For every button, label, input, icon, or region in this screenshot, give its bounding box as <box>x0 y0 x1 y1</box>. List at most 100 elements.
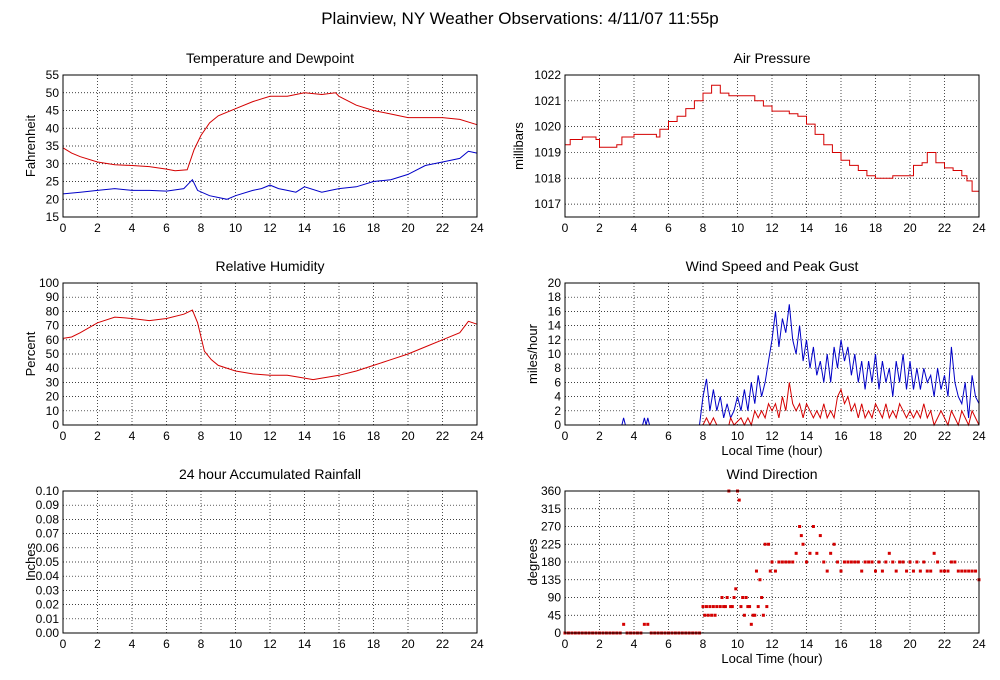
x-tick-label: 12 <box>263 429 277 443</box>
gridlines <box>63 283 477 425</box>
data-point <box>710 613 714 617</box>
y-tick-label: 8 <box>554 361 561 375</box>
data-point <box>725 596 729 599</box>
data-point <box>953 560 957 564</box>
y-tick-label: 14 <box>548 319 562 333</box>
x-tick-label: 12 <box>765 429 779 443</box>
data-point <box>936 560 940 564</box>
data-point <box>891 560 895 564</box>
data-point <box>836 560 840 564</box>
data-point <box>737 498 741 502</box>
data-point <box>825 569 829 573</box>
x-tick-label: 2 <box>596 637 603 651</box>
data-point <box>808 551 812 555</box>
data-point <box>922 560 926 564</box>
y-tick-label: 0.02 <box>36 598 60 612</box>
y-tick-label: 1019 <box>534 145 561 159</box>
x-tick-label: 22 <box>938 429 952 443</box>
data-point <box>832 542 836 546</box>
data-point <box>768 569 772 573</box>
data-point <box>718 605 722 609</box>
y-tick-label: 0 <box>52 418 59 432</box>
x-tick-label: 24 <box>470 429 484 443</box>
data-point <box>943 569 946 573</box>
data-point <box>908 560 912 564</box>
series-line-0 <box>565 304 980 426</box>
data-point <box>894 569 898 573</box>
data-point <box>732 596 736 599</box>
data-point <box>706 613 710 617</box>
y-tick-label: 4 <box>554 390 561 404</box>
data-point <box>846 560 850 564</box>
x-tick-label: 22 <box>436 637 450 651</box>
data-point <box>746 605 750 609</box>
data-point <box>949 560 953 564</box>
data-point <box>729 605 733 609</box>
y-tick-label: 18 <box>548 290 562 304</box>
data-point <box>799 534 803 538</box>
chart-title: 24 hour Accumulated Rainfall <box>179 466 361 482</box>
x-tick-label: 4 <box>631 221 638 235</box>
x-tick-label: 20 <box>903 429 917 443</box>
data-point <box>751 613 755 617</box>
y-tick-label: 0.04 <box>36 569 60 583</box>
data-point <box>760 596 764 599</box>
y-tick-label: 1021 <box>534 94 561 108</box>
x-tick-label: 10 <box>229 429 243 443</box>
y-tick-label: 0.05 <box>36 555 60 569</box>
y-axis-label: millibars <box>511 122 526 170</box>
x-tick-label: 8 <box>198 637 205 651</box>
y-tick-label: 2 <box>554 404 561 418</box>
x-tick-label: 4 <box>631 637 638 651</box>
page-title: Plainview, NY Weather Observations: 4/11… <box>321 9 719 28</box>
x-tick-label: 8 <box>700 637 707 651</box>
y-tick-label: 135 <box>541 573 561 587</box>
data-point <box>801 542 805 546</box>
data-point <box>818 534 822 538</box>
y-tick-label: 30 <box>46 375 60 389</box>
x-tick-label: 16 <box>332 637 346 651</box>
x-tick-label: 16 <box>332 429 346 443</box>
data-point <box>805 560 808 564</box>
y-tick-label: 0.07 <box>36 527 60 541</box>
data-point <box>794 551 798 555</box>
x-tick-label: 12 <box>765 221 779 235</box>
x-tick-label: 2 <box>94 429 101 443</box>
data-point <box>763 542 767 546</box>
gridlines <box>63 75 477 217</box>
x-tick-label: 18 <box>869 429 883 443</box>
y-tick-label: 0.09 <box>36 498 60 512</box>
y-tick-label: 90 <box>548 591 562 605</box>
x-tick-label: 20 <box>903 221 917 235</box>
data-point <box>956 569 960 573</box>
data-point <box>939 569 943 573</box>
plot-frame <box>564 490 980 634</box>
y-tick-label: 80 <box>46 304 60 318</box>
data-point <box>887 551 891 555</box>
x-tick-label: 8 <box>198 221 205 235</box>
y-axis-label: Inches <box>23 542 38 581</box>
x-tick-label: 4 <box>129 637 136 651</box>
x-tick-label: 14 <box>298 637 312 651</box>
data-point <box>711 605 715 609</box>
y-axis-label: degrees <box>525 538 540 585</box>
data-point <box>754 569 758 573</box>
x-tick-label: 0 <box>562 429 569 443</box>
y-tick-label: 0.03 <box>36 583 60 597</box>
y-tick-label: 0.08 <box>36 512 60 526</box>
y-axis-label: miles/hour <box>525 323 540 384</box>
gridlines <box>565 283 979 425</box>
data-point <box>849 560 853 564</box>
x-tick-label: 0 <box>562 221 569 235</box>
data-point <box>867 560 871 564</box>
data-point <box>860 569 864 573</box>
y-tick-label: 0 <box>554 418 561 432</box>
x-tick-label: 10 <box>731 221 745 235</box>
data-point <box>748 605 752 609</box>
x-tick-label: 2 <box>596 429 603 443</box>
data-point <box>730 605 734 609</box>
data-point <box>761 613 765 617</box>
